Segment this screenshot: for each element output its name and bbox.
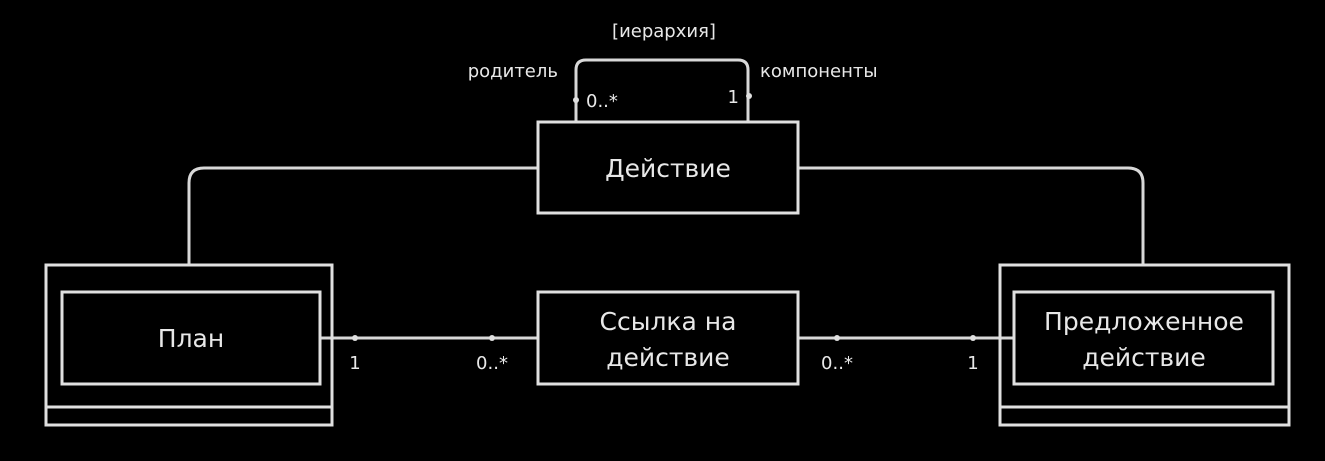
association-end-dot bbox=[489, 335, 495, 341]
association-end-dot bbox=[970, 335, 976, 341]
role-label-components: компоненты bbox=[760, 61, 878, 82]
association-end-dot bbox=[834, 335, 840, 341]
action-class-title: Действие bbox=[605, 154, 731, 183]
hierarchy-self-association-line bbox=[574, 58, 750, 122]
association-end-dot bbox=[573, 97, 579, 103]
multiplicity-plan-end: 1 bbox=[349, 353, 360, 374]
action-link-class-title: Ссылка на bbox=[600, 307, 737, 336]
plan-class-outer-box bbox=[44, 263, 334, 427]
hierarchy-association-name: [иерархия] bbox=[612, 21, 716, 42]
action-class-box bbox=[536, 120, 800, 215]
plan-class-inner-box bbox=[60, 290, 322, 386]
action-link-class-title-line2: действие bbox=[606, 343, 730, 372]
proposed-action-class-inner-box bbox=[1012, 290, 1275, 386]
generalization-line-proposed bbox=[798, 166, 1145, 265]
proposed-action-class-title-line2: действие bbox=[1082, 343, 1206, 372]
generalization-line-plan bbox=[187, 166, 538, 265]
multiplicity-link-end-left: 0..* bbox=[476, 353, 508, 374]
plan-class-title: План bbox=[158, 324, 224, 353]
association-end-dot bbox=[352, 335, 358, 341]
multiplicity-link-end-right: 0..* bbox=[821, 353, 853, 374]
proposed-action-class-outer-box bbox=[998, 263, 1291, 427]
role-label-parent: родитель bbox=[468, 61, 558, 82]
multiplicity-components: 1 bbox=[728, 87, 739, 108]
multiplicity-proposed-end: 1 bbox=[967, 353, 978, 374]
association-end-dot bbox=[746, 93, 752, 99]
action-link-class-box bbox=[536, 290, 800, 386]
multiplicity-parent: 0..* bbox=[586, 91, 618, 112]
proposed-action-class-title: Предложенное bbox=[1044, 307, 1244, 336]
